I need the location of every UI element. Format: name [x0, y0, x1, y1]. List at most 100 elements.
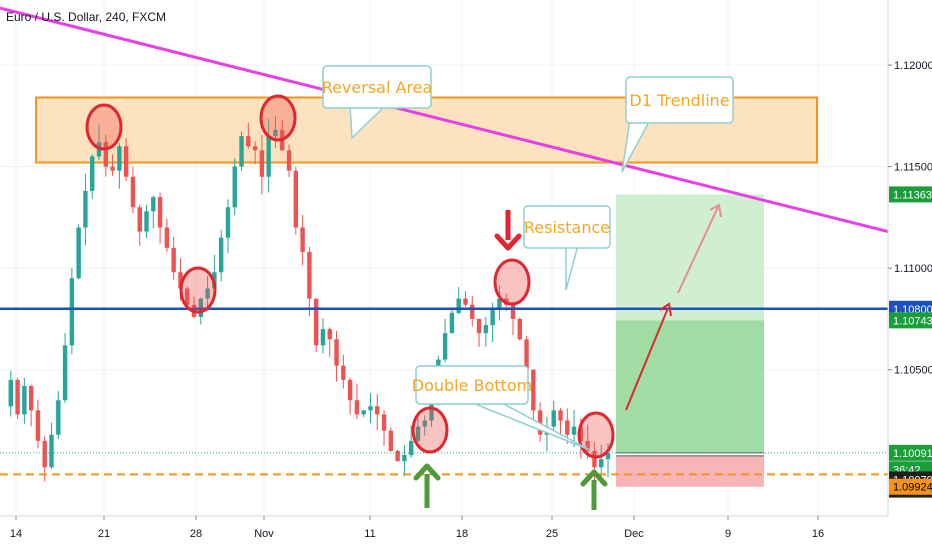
candle-body-69: [470, 304, 475, 319]
down-arrow-icon: [494, 210, 522, 251]
candle-body-16: [110, 166, 115, 171]
y-tick-label-2: 1.11000: [894, 263, 932, 275]
x-tick-label-4: 11: [364, 528, 375, 540]
resistance-callout: Resistance: [523, 205, 611, 291]
price-tag-label-2: 1.10743: [893, 315, 932, 327]
candle-body-70: [476, 318, 482, 334]
y-tick-label-1: 1.11500: [894, 162, 932, 174]
candle-body-50: [341, 365, 346, 380]
candle-body-83: [565, 420, 570, 435]
trough-circle: [179, 266, 217, 314]
peak-circle-2: [259, 94, 297, 142]
candle-body-60: [408, 440, 414, 456]
candle-body-86: [585, 440, 590, 451]
candle-body-51: [347, 379, 353, 401]
candle-body-42: [286, 150, 292, 171]
y-tick-label-0: 1.12000: [894, 60, 932, 72]
projection-arrow-2: [677, 206, 719, 294]
candle-body-26: [178, 272, 183, 289]
projection-arrow-1-head: [659, 302, 672, 317]
resistance-callout-label: Resistance: [524, 218, 610, 237]
candle-body-89: [605, 453, 611, 460]
candle-body-81: [551, 410, 556, 427]
candle-body-75: [510, 304, 516, 319]
x-tick-label-8: 9: [725, 528, 731, 540]
d1-trendline-callout-label: D1 Trendline: [629, 91, 729, 110]
candle-body-39: [266, 136, 271, 177]
candle-body-73: [497, 298, 502, 309]
candle-body-32: [218, 237, 224, 273]
price-tag-2: [889, 312, 932, 329]
x-tick-label-3: Nov: [254, 528, 274, 540]
y-tick-label-3: 1.10500: [894, 365, 932, 377]
candle-body-33: [225, 207, 231, 238]
price-tag-7: [889, 478, 932, 495]
candle-body-61: [415, 426, 421, 441]
candle-body-2: [15, 379, 20, 415]
candle-body-18: [123, 146, 129, 177]
candle-body-67: [456, 298, 461, 313]
price-tag-label-3: 1.10091: [893, 448, 932, 460]
d1-trendline-callout: D1 Trendline: [621, 76, 734, 173]
candle-body-45: [307, 251, 312, 299]
candle-body-15: [103, 142, 108, 167]
price-tag-label-7: 1.09924: [893, 482, 932, 494]
candle-body-62: [422, 420, 427, 427]
reversal-area-callout: Reversal Area: [322, 65, 432, 140]
candle-body-52: [354, 400, 360, 415]
price-tag-0: [889, 186, 932, 203]
price-tag-3: [889, 444, 932, 461]
candle-body-11: [76, 227, 81, 279]
double-bottom-circle-1: [411, 406, 449, 454]
candle-body-7: [49, 434, 54, 468]
candle-body-3: [22, 385, 27, 415]
candle-body-6: [42, 440, 47, 468]
target-zone-upper: [616, 194, 764, 321]
d1-trendline: [0, 6, 889, 234]
candle-body-63: [429, 400, 434, 421]
candle-body-55: [375, 406, 380, 415]
candle-body-71: [483, 325, 489, 334]
x-axis-panel: [0, 516, 932, 550]
candle-body-49: [334, 339, 339, 366]
candle-body-68: [463, 298, 468, 305]
candle-body-34: [232, 166, 237, 208]
candle-body-82: [558, 410, 563, 421]
candle-body-35: [239, 136, 244, 167]
candle-body-79: [537, 410, 543, 435]
candle-body-47: [320, 329, 326, 346]
candle-body-17: [117, 146, 122, 171]
up-arrow-icon-1: [413, 463, 441, 508]
candle-body-20: [137, 207, 142, 232]
candle-body-30: [205, 288, 210, 299]
x-tick-label-9: 16: [812, 528, 824, 540]
candle-body-21: [144, 211, 149, 232]
up-arrow-icon-2: [580, 469, 608, 510]
candle-body-38: [259, 150, 265, 177]
resistance-circle: [493, 258, 531, 306]
candle-body-59: [402, 455, 407, 462]
target-zone-lower: [616, 320, 764, 453]
candle-body-4: [28, 385, 34, 411]
candle-body-56: [381, 414, 387, 431]
projection-arrow-1: [625, 307, 669, 411]
candle-body-43: [293, 170, 299, 228]
candle-body-10: [69, 278, 75, 346]
price-tag-label-0: 1.11363: [893, 189, 932, 201]
candle-body-78: [531, 369, 536, 411]
x-tick-label-1: 21: [98, 528, 110, 540]
candle-body-19: [130, 176, 136, 208]
candle-body-9: [62, 345, 68, 401]
double-bottom-callout-label: Double Bottom: [412, 376, 532, 395]
candle-body-87: [592, 450, 597, 468]
candle-body-72: [490, 308, 495, 326]
candle-body-66: [449, 312, 455, 334]
candle-body-37: [252, 146, 258, 151]
candle-body-48: [327, 329, 332, 340]
x-tick-label-5: 18: [456, 528, 468, 540]
candle-body-85: [578, 426, 584, 441]
x-tick-label-0: 14: [10, 528, 22, 540]
candle-body-13: [90, 156, 95, 191]
candle-body-22: [151, 197, 156, 212]
